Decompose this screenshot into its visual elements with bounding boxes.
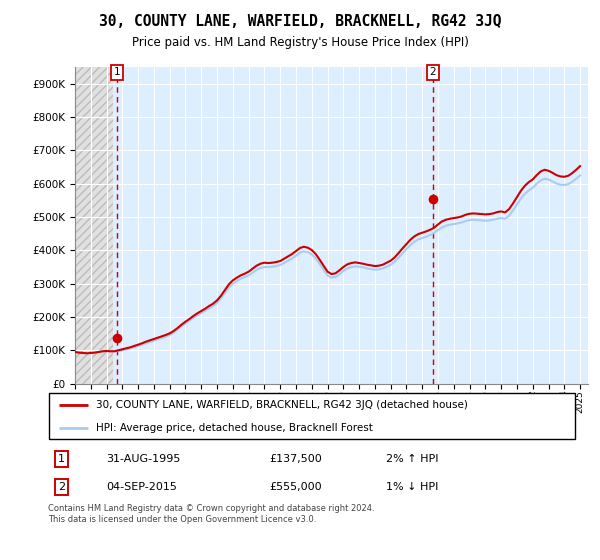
Text: HPI: Average price, detached house, Bracknell Forest: HPI: Average price, detached house, Brac… xyxy=(95,423,373,433)
Text: 1: 1 xyxy=(114,67,121,77)
Text: Price paid vs. HM Land Registry's House Price Index (HPI): Price paid vs. HM Land Registry's House … xyxy=(131,36,469,49)
Text: 2: 2 xyxy=(58,482,65,492)
Text: 30, COUNTY LANE, WARFIELD, BRACKNELL, RG42 3JQ (detached house): 30, COUNTY LANE, WARFIELD, BRACKNELL, RG… xyxy=(95,400,467,410)
Text: Contains HM Land Registry data © Crown copyright and database right 2024.
This d: Contains HM Land Registry data © Crown c… xyxy=(48,504,374,524)
Text: £137,500: £137,500 xyxy=(270,454,323,464)
Text: 31-AUG-1995: 31-AUG-1995 xyxy=(106,454,181,464)
Text: 30, COUNTY LANE, WARFIELD, BRACKNELL, RG42 3JQ: 30, COUNTY LANE, WARFIELD, BRACKNELL, RG… xyxy=(99,14,501,29)
FancyBboxPatch shape xyxy=(49,393,575,438)
Text: 2: 2 xyxy=(430,67,436,77)
Text: 04-SEP-2015: 04-SEP-2015 xyxy=(106,482,177,492)
Text: 1% ↓ HPI: 1% ↓ HPI xyxy=(386,482,438,492)
Text: 1: 1 xyxy=(58,454,65,464)
Text: 2% ↑ HPI: 2% ↑ HPI xyxy=(386,454,439,464)
Text: £555,000: £555,000 xyxy=(270,482,322,492)
Bar xyxy=(75,67,113,384)
